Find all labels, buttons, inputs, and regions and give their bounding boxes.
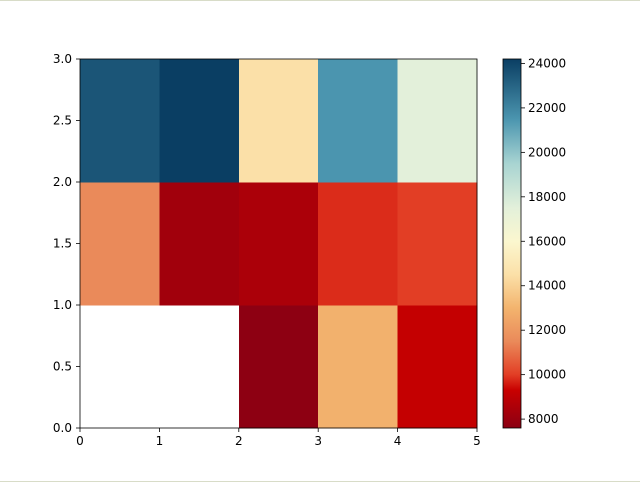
colorbar-tick-label: 16000: [528, 234, 566, 248]
heatmap-cell: [159, 182, 240, 306]
x-tick-label: 2: [235, 434, 243, 448]
y-tick-label: 2.0: [53, 175, 72, 189]
colorbar-tick-label: 10000: [528, 368, 566, 382]
y-tick-label: 2.5: [53, 114, 72, 128]
x-tick-label: 5: [473, 434, 481, 448]
heatmap-cell: [238, 305, 319, 429]
colorbar-tick-label: 8000: [528, 412, 559, 426]
x-tick-label: 4: [394, 434, 402, 448]
heatmap-cell: [159, 305, 240, 429]
colorbar: 8000 10000 12000 14000 16000 18000 20000 22000 2…: [502, 56, 566, 429]
colorbar-tick-label: 24000: [528, 56, 566, 70]
colorbar-tick-label: 18000: [528, 190, 566, 204]
heatmap-cell: [80, 182, 160, 306]
heatmap-plot-area: 0 1 2 3 4 5 0.0 0.5 1.0 1.5 2.0 2.5 3.0: [53, 52, 481, 448]
y-tick-label: 0.5: [53, 360, 72, 374]
x-tick-label: 3: [314, 434, 322, 448]
colorbar-tick-label: 12000: [528, 323, 566, 337]
heatmap-cell: [238, 59, 319, 183]
heatmap-cell: [318, 59, 399, 183]
colorbar-frame: [502, 58, 522, 429]
heatmap-cell: [238, 182, 319, 306]
colorbar-tick-label: 20000: [528, 145, 566, 159]
y-tick-label: 3.0: [53, 52, 72, 66]
heatmap-cell: [80, 59, 160, 183]
colorbar-gradient: [503, 59, 521, 428]
heatmap-cell: [159, 59, 240, 183]
x-tick-label: 0: [76, 434, 84, 448]
colorbar-tick-label: 14000: [528, 279, 566, 293]
heatmap-cell: [397, 59, 478, 183]
heatmap-cell: [318, 305, 399, 429]
heatmap-cell: [318, 182, 399, 306]
heatmap-cell: [397, 305, 478, 429]
heatmap-cell: [397, 182, 478, 306]
y-tick-label: 1.5: [53, 237, 72, 251]
y-tick-label: 1.0: [53, 298, 72, 312]
x-tick-label: 1: [156, 434, 164, 448]
y-tick-label: 0.0: [53, 421, 72, 435]
heatmap-cell: [80, 305, 160, 429]
colorbar-tick-label: 22000: [528, 101, 566, 115]
